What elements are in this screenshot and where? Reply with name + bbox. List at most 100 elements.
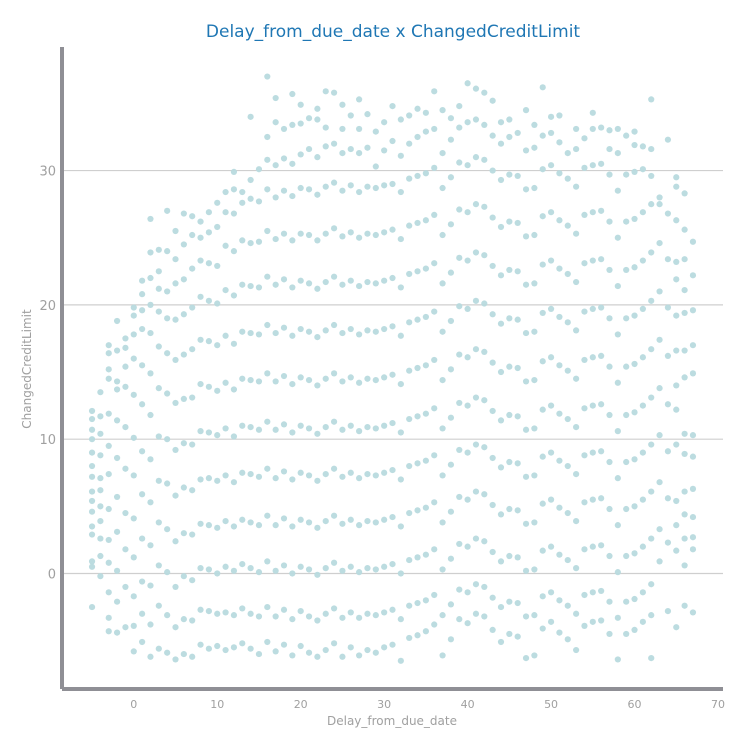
scatter-point (681, 309, 688, 317)
scatter-point (431, 499, 438, 506)
scatter-point (464, 305, 471, 313)
scatter-point (105, 536, 112, 544)
scatter-point (180, 440, 187, 447)
scatter-point (272, 94, 279, 102)
scatter-point (255, 650, 263, 658)
scatter-point (648, 394, 655, 401)
scatter-point (314, 105, 321, 112)
scatter-point (664, 304, 672, 311)
scatter-point (164, 288, 171, 295)
scatter-point (247, 645, 254, 652)
scatter-point (147, 456, 154, 463)
scatter-point (180, 210, 187, 217)
scatter-point (623, 363, 630, 370)
scatter-point (581, 164, 588, 171)
scatter-point (314, 154, 321, 161)
tick-label-layer: 0 10 20 30 0 10 20 30 40 50 60 70 (39, 165, 725, 711)
scatter-point (239, 328, 246, 335)
scatter-point (264, 227, 271, 235)
scatter-point (681, 430, 688, 437)
scatter-point (522, 329, 530, 337)
scatter-point (639, 305, 646, 313)
scatter-point (280, 641, 288, 648)
scatter-point (364, 278, 371, 286)
scatter-point (222, 472, 229, 479)
scatter-point (155, 519, 162, 526)
scatter-point (397, 284, 404, 291)
scatter-point (623, 598, 630, 605)
scatter-point (130, 304, 137, 311)
scatter-point (222, 188, 229, 196)
scatter-point (230, 186, 238, 193)
scatter-point (113, 347, 121, 354)
scatter-point (514, 599, 521, 607)
scatter-point (88, 407, 96, 415)
scatter-point (272, 162, 279, 169)
scatter-point (573, 471, 580, 478)
scatter-point (314, 430, 321, 437)
scatter-point (381, 374, 388, 381)
scatter-point (673, 547, 680, 554)
scatter-point (305, 280, 313, 287)
scatter-point (322, 230, 329, 237)
scatter-point (547, 354, 555, 361)
scatter-point (155, 385, 162, 392)
scatter-point (297, 516, 304, 523)
scatter-point (381, 325, 388, 333)
scatter-point (247, 423, 254, 431)
scatter-point (130, 472, 137, 479)
scatter-point (573, 278, 580, 286)
scatter-point (614, 656, 621, 663)
scatter-point (556, 265, 563, 272)
scatter-point (280, 606, 288, 613)
scatter-point (631, 456, 638, 463)
scatter-point (564, 636, 571, 643)
scatter-point (322, 327, 329, 334)
scatter-point (414, 554, 421, 561)
scatter-point (397, 429, 404, 436)
scatter-point (681, 535, 688, 542)
scatter-point (105, 375, 112, 382)
scatter-point (689, 534, 697, 541)
scatter-point (447, 317, 455, 325)
scatter-point (506, 411, 513, 419)
scatter-point (556, 597, 563, 604)
scatter-point (389, 560, 396, 568)
scatter-point (681, 602, 688, 609)
scatter-point (439, 566, 446, 573)
scatter-point (631, 264, 638, 271)
scatter-point (339, 567, 346, 574)
scatter-point (639, 257, 646, 264)
scatter-point (623, 266, 630, 274)
scatter-point (222, 518, 229, 525)
scatter-point (422, 551, 429, 558)
scatter-point (189, 577, 196, 584)
scatter-point (497, 603, 505, 611)
scatter-point (180, 276, 187, 283)
scatter-point (347, 644, 354, 651)
scatter-point (406, 175, 413, 182)
scatter-point (606, 505, 613, 513)
scatter-point (289, 381, 296, 388)
scatter-point (506, 363, 513, 370)
scatter-point (689, 485, 697, 492)
scatter-point (547, 402, 555, 409)
scatter-point (497, 272, 505, 279)
y-tick-label: 10 (39, 433, 56, 448)
scatter-point (656, 288, 663, 295)
scatter-point (656, 194, 663, 201)
scatter-point (356, 569, 363, 576)
scatter-point (230, 386, 238, 393)
scatter-point (573, 183, 580, 190)
scatter-point (264, 512, 271, 519)
scatter-point (589, 543, 596, 550)
scatter-point (606, 127, 613, 134)
scatter-point (606, 411, 613, 419)
scatter-point (589, 589, 596, 596)
scatter-point (514, 316, 521, 323)
scatter-point (164, 350, 171, 357)
scatter-point (631, 168, 638, 176)
scatter-point (681, 287, 688, 294)
scatter-point (539, 166, 546, 173)
scatter-point (272, 522, 279, 529)
